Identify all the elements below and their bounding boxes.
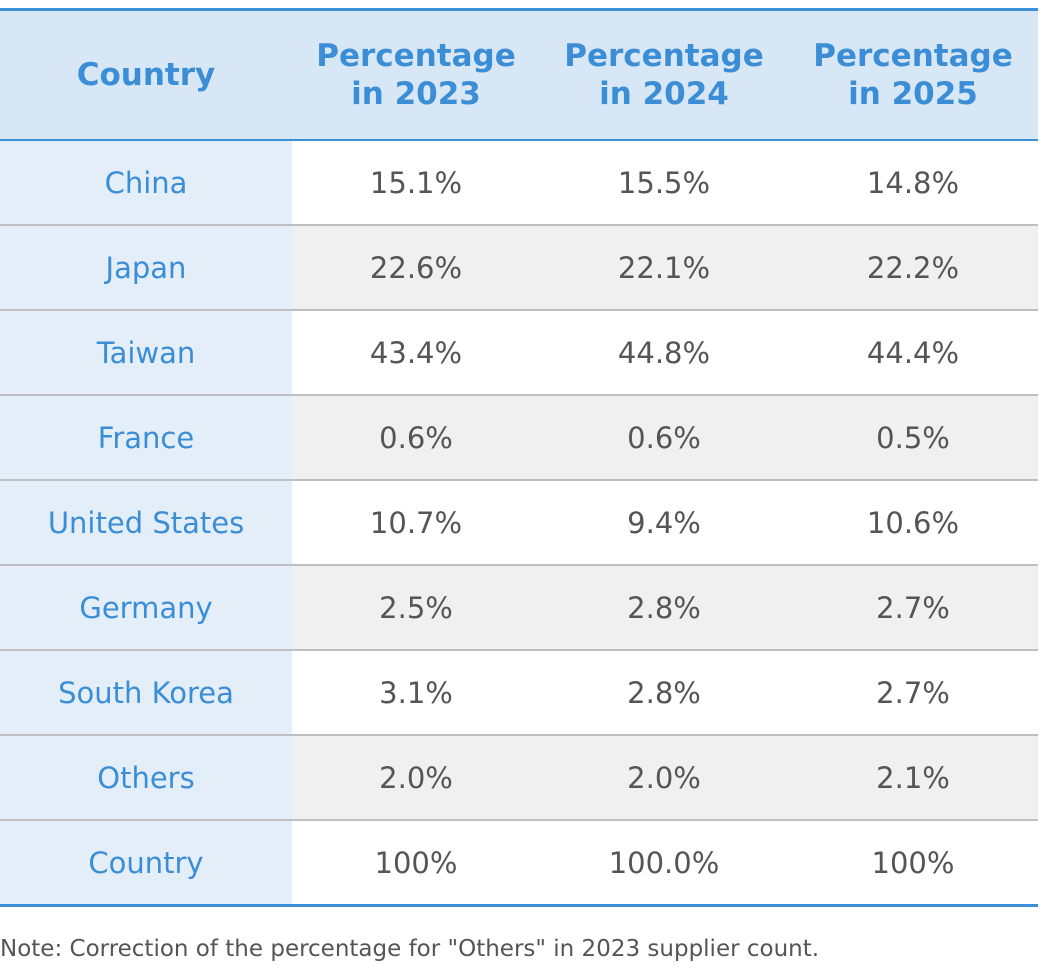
country-cell: Japan [0,224,292,310]
value-2024-cell: 22.1% [540,224,788,310]
value-2023-cell: 2.5% [292,564,540,650]
table-row: France 0.6% 0.6% 0.5% [0,394,1038,480]
value-2023-cell: 2.0% [292,734,540,820]
country-cell: Others [0,734,292,820]
header-2025: Percentage in 2025 [788,11,1038,141]
value-2023-cell: 3.1% [292,649,540,735]
percentage-table: Country Percentage in 2023 Percentage in… [0,11,1038,904]
table-row: Others 2.0% 2.0% 2.1% [0,734,1038,820]
data-table-container: Country Percentage in 2023 Percentage in… [0,8,1038,907]
table-body: China 15.1% 15.5% 14.8% Japan 22.6% 22.1% 22.2%… [0,140,1038,904]
value-2024-cell: 9.4% [540,479,788,565]
table-header-row: Country Percentage in 2023 Percentage in… [0,11,1038,141]
header-2024: Percentage in 2024 [540,11,788,141]
country-cell: United States [0,479,292,565]
value-2024-cell: 100.0% [540,819,788,904]
table-row: Country 100% 100.0% 100% [0,819,1038,904]
country-cell: Country [0,819,292,904]
value-2024-cell: 2.0% [540,734,788,820]
country-cell: South Korea [0,649,292,735]
table-footnote: Note: Correction of the percentage for "… [0,936,820,962]
value-2024-cell: 0.6% [540,394,788,480]
value-2025-cell: 2.1% [788,734,1038,820]
country-cell: France [0,394,292,480]
header-2023: Percentage in 2023 [292,11,540,141]
country-cell: Taiwan [0,309,292,395]
header-country-label: Country [76,57,216,93]
value-2024-cell: 15.5% [540,140,788,225]
value-2025-cell: 100% [788,819,1038,904]
header-2024-line-1: Percentage [564,38,764,74]
value-2025-cell: 44.4% [788,309,1038,395]
table-row: Japan 22.6% 22.1% 22.2% [0,224,1038,310]
table-row: China 15.1% 15.5% 14.8% [0,140,1038,225]
value-2025-cell: 2.7% [788,564,1038,650]
table-row: Germany 2.5% 2.8% 2.7% [0,564,1038,650]
header-2023-line-2: in 2023 [351,76,481,112]
header-2025-line-2: in 2025 [848,76,978,112]
value-2025-cell: 14.8% [788,140,1038,225]
header-2024-line-2: in 2024 [599,76,729,112]
value-2023-cell: 100% [292,819,540,904]
header-country: Country [0,11,292,141]
value-2024-cell: 2.8% [540,564,788,650]
value-2024-cell: 44.8% [540,309,788,395]
table-row: Taiwan 43.4% 44.8% 44.4% [0,309,1038,395]
value-2023-cell: 43.4% [292,309,540,395]
country-cell: Germany [0,564,292,650]
value-2025-cell: 22.2% [788,224,1038,310]
country-cell: China [0,140,292,225]
value-2023-cell: 15.1% [292,140,540,225]
value-2025-cell: 0.5% [788,394,1038,480]
header-2023-line-1: Percentage [316,38,516,74]
value-2023-cell: 22.6% [292,224,540,310]
table-row: South Korea 3.1% 2.8% 2.7% [0,649,1038,735]
value-2024-cell: 2.8% [540,649,788,735]
header-2025-line-1: Percentage [813,38,1013,74]
value-2025-cell: 2.7% [788,649,1038,735]
table-row: United States 10.7% 9.4% 10.6% [0,479,1038,565]
value-2023-cell: 10.7% [292,479,540,565]
value-2025-cell: 10.6% [788,479,1038,565]
value-2023-cell: 0.6% [292,394,540,480]
